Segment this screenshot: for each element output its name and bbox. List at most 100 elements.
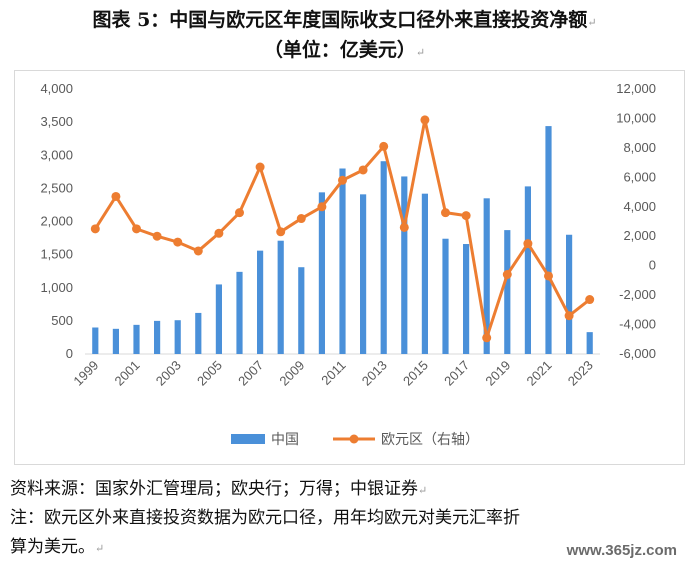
bar-china — [195, 312, 202, 354]
point-euro-area — [441, 208, 450, 218]
bar-china — [215, 284, 222, 354]
source-note: 资料来源：国家外汇管理局；欧央行；万得；中银证券↵ — [10, 477, 427, 503]
x-axis-tick-label: 2005 — [194, 358, 225, 389]
x-axis-tick-label: 2009 — [276, 358, 307, 389]
point-euro-area — [173, 237, 183, 247]
left-axis-tick-label: 3,500 — [40, 114, 73, 129]
bar-china — [277, 240, 284, 354]
bar-china — [524, 186, 531, 354]
right-axis-tick-label: 0 — [649, 258, 656, 273]
point-euro-area — [235, 208, 244, 218]
paragraph-mark-icon: ↵ — [587, 16, 597, 29]
left-axis-tick-label: 4,000 — [40, 81, 73, 96]
point-euro-area — [564, 311, 574, 321]
left-axis-tick-label: 2,000 — [40, 214, 73, 229]
x-axis-tick-label: 2015 — [400, 358, 431, 389]
paragraph-mark-icon: ↵ — [95, 542, 105, 555]
left-axis-tick-label: 500 — [51, 313, 73, 328]
point-euro-area — [193, 246, 203, 256]
point-euro-area — [482, 333, 492, 343]
point-euro-area — [255, 162, 265, 172]
point-euro-area — [585, 295, 595, 305]
chart-unit: （单位：亿美元）↵ — [0, 38, 689, 65]
footnote-text: 算为美元。 — [10, 537, 95, 557]
x-axis-tick-label: 1999 — [70, 358, 101, 389]
point-euro-area — [276, 227, 286, 237]
chart-area: 0 500 1,000 1,500 2,000 2,500 3,000 3,500 4,000 -… — [14, 70, 685, 465]
point-euro-area — [461, 211, 471, 221]
bar-china — [380, 161, 387, 354]
paragraph-mark-icon: ↵ — [415, 46, 426, 59]
left-axis-tick-label: 2,500 — [40, 180, 73, 195]
x-axis-tick-label: 2003 — [153, 358, 184, 389]
right-axis-tick-label: 10,000 — [616, 110, 656, 125]
chart-title: 图表 5：中国与欧元区年度国际收支口径外来直接投资净额↵ — [0, 8, 689, 35]
watermark: www.365jz.com — [566, 542, 677, 559]
bar-china — [586, 332, 593, 354]
chart-title-text: 图表 5：中国与欧元区年度国际收支口径外来直接投资净额 — [92, 9, 588, 31]
point-euro-area — [358, 165, 368, 175]
bar-china — [257, 250, 264, 354]
point-euro-area — [502, 270, 512, 279]
legend-label-euro-area: 欧元区（右轴） — [381, 431, 479, 447]
point-euro-area — [152, 231, 162, 241]
left-axis-tick-label: 3,000 — [40, 147, 73, 162]
footnote-line: 注：欧元区外来直接投资数据为欧元口径，用年均欧元对美元汇率折 — [10, 506, 520, 530]
x-axis-tick-label: 2023 — [565, 358, 596, 389]
legend-marker-euro-area — [349, 434, 359, 444]
right-axis-tick-label: -2,000 — [619, 287, 656, 302]
paragraph-mark-icon: ↵ — [418, 484, 428, 497]
bar-china — [112, 328, 119, 354]
x-axis-tick-label: 2013 — [359, 358, 390, 389]
x-axis-tick-label: 2001 — [112, 358, 143, 389]
footnote-line: 算为美元。↵ — [10, 535, 104, 561]
x-axis-tick-label: 2021 — [524, 358, 555, 389]
right-axis-tick-label: -6,000 — [619, 346, 656, 361]
point-euro-area — [544, 271, 553, 281]
bar-china — [566, 234, 573, 354]
right-axis-tick-label: 6,000 — [623, 169, 656, 184]
legend-swatch-china — [231, 434, 265, 444]
x-axis-tick-label: 2011 — [318, 358, 348, 388]
bar-china — [174, 320, 181, 354]
bar-china — [463, 244, 470, 354]
bar-china — [154, 320, 161, 354]
right-axis-tick-label: -4,000 — [619, 317, 656, 332]
chart-unit-text: （单位：亿美元） — [263, 39, 416, 61]
point-euro-area — [111, 191, 121, 201]
point-euro-area — [420, 115, 430, 125]
point-euro-area — [317, 202, 327, 212]
bar-china — [545, 126, 552, 354]
bar-china — [339, 168, 346, 354]
footnote-text: 注：欧元区外来直接投资数据为欧元口径，用年均欧元对美元汇率折 — [10, 508, 520, 528]
point-euro-area — [132, 224, 141, 234]
source-text: 资料来源：国家外汇管理局；欧央行；万得；中银证券 — [10, 479, 418, 499]
point-euro-area — [338, 175, 347, 185]
bar-china — [401, 176, 408, 354]
bar-china — [483, 198, 490, 354]
bar-china — [318, 192, 325, 354]
bar-china — [298, 267, 305, 354]
bar-china — [92, 327, 99, 354]
bar-china — [421, 193, 428, 354]
bar-china — [504, 230, 511, 354]
point-euro-area — [399, 222, 409, 232]
bar-china — [236, 271, 243, 354]
x-axis-tick-label: 2017 — [441, 358, 472, 389]
right-axis-tick-label: 2,000 — [623, 228, 656, 243]
bar-china — [442, 238, 449, 354]
bar-china — [133, 324, 140, 354]
left-axis-tick-label: 1,500 — [40, 247, 73, 262]
point-euro-area — [379, 141, 389, 151]
x-axis-tick-label: 2007 — [235, 358, 266, 389]
right-axis-tick-label: 12,000 — [616, 81, 656, 96]
left-axis-tick-label: 0 — [66, 346, 73, 361]
right-axis-tick-label: 8,000 — [623, 140, 656, 155]
point-euro-area — [90, 224, 100, 234]
x-axis-tick-label: 2019 — [482, 358, 513, 389]
point-euro-area — [296, 214, 306, 224]
point-euro-area — [523, 239, 533, 249]
left-axis-tick-label: 1,000 — [40, 280, 73, 295]
point-euro-area — [214, 228, 224, 238]
right-axis-tick-label: 4,000 — [623, 199, 656, 214]
